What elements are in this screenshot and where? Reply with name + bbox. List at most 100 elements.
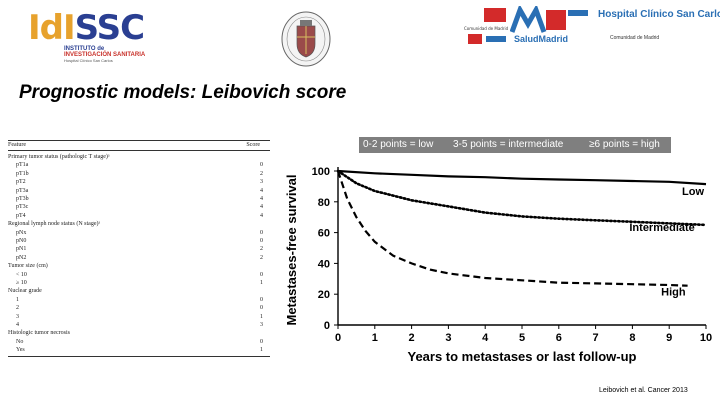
- idissc-logo: IdISSC INSTITUTO de INVESTIGACIÓN SANITA…: [8, 6, 158, 66]
- x-tick-label: 0: [335, 332, 341, 344]
- score-cell: 2: [260, 254, 263, 261]
- score-cell: 4: [260, 196, 263, 202]
- y-tick-label: 20: [318, 289, 330, 301]
- x-tick-label: 8: [629, 332, 635, 344]
- feature-cell: Tumor size (cm): [8, 263, 48, 270]
- header-feature: Feature: [8, 142, 26, 148]
- score-cell: 0: [260, 305, 263, 312]
- feature-cell: pN2: [16, 254, 27, 261]
- score-cell: 1: [260, 347, 263, 354]
- idissc-subtitle: INSTITUTO de INVESTIGACIÓN SANITARIA Hos…: [64, 46, 146, 63]
- y-tick-label: 0: [324, 320, 330, 332]
- feature-cell: Histologic tumor necrosis: [8, 330, 70, 337]
- score-cell: 0: [260, 271, 263, 278]
- table-bottom-rule: [8, 356, 270, 357]
- hospital-logo: Hospital Clínico San Carlos SaludMadrid …: [510, 6, 720, 46]
- x-tick-label: 3: [445, 332, 451, 344]
- leibovich-score-table: Feature Score Primary tumor status (path…: [6, 138, 274, 360]
- score-cell: 0: [260, 338, 263, 345]
- feature-cell: Regional lymph node status (N stage)ᵃ: [8, 221, 101, 228]
- hospital-name: Hospital Clínico San Carlos: [598, 9, 720, 20]
- feature-cell: 4: [16, 322, 19, 328]
- table-row: Tumor size (cm): [8, 263, 270, 271]
- table-row: pN1 2: [8, 246, 270, 254]
- feature-cell: Yes: [16, 347, 25, 354]
- feature-cell: No: [16, 338, 24, 345]
- table-row: No 0: [8, 339, 270, 347]
- score-cell: 1: [260, 280, 263, 286]
- x-tick-label: 2: [409, 332, 415, 344]
- feature-cell: pT3b: [16, 196, 29, 202]
- table-row: pT2 3: [8, 179, 270, 187]
- series-low-line: [337, 169, 707, 186]
- salud-madrid-label: SaludMadrid: [514, 34, 569, 44]
- x-tick-label: 9: [666, 332, 672, 344]
- score-cell: 4: [260, 204, 263, 211]
- x-tick-label: 6: [556, 332, 562, 344]
- score-cell: 0: [260, 229, 263, 236]
- svg-text:Comunidad de Madrid: Comunidad de Madrid: [464, 26, 509, 31]
- feature-cell: 3: [16, 313, 19, 320]
- comunidad-label: Comunidad de Madrid: [610, 35, 660, 41]
- table-row: pN2 2: [8, 255, 270, 263]
- table-row: Regional lymph node status (N stage)ᵃ: [8, 221, 270, 229]
- y-axis-label: Metastases-free survival: [284, 174, 299, 325]
- feature-cell: pN1: [16, 246, 27, 253]
- table-row: pT1a 0: [8, 162, 270, 170]
- y-tick-label: 60: [318, 228, 330, 240]
- risk-group-legend: 0-2 points = low 3-5 points = intermedia…: [359, 137, 671, 153]
- y-tick-label: 80: [318, 197, 330, 209]
- university-seal-icon: [281, 11, 331, 67]
- x-tick-label: 5: [519, 332, 525, 344]
- feature-cell: pNx: [16, 229, 27, 236]
- series-high-line: [336, 170, 688, 287]
- table-row: pN0 0: [8, 238, 270, 246]
- score-cell: 3: [260, 179, 263, 186]
- feature-cell: pT3a: [16, 187, 29, 194]
- x-axis-label: Years to metastases or last follow-up: [407, 349, 636, 364]
- score-cell: 4: [260, 212, 263, 219]
- series-label-low: Low: [682, 186, 704, 198]
- table-row: Primary tumor status (pathologic T stage…: [8, 154, 270, 162]
- feature-cell: pT4: [16, 212, 26, 219]
- table-row: Histologic tumor necrosis: [8, 330, 270, 338]
- feature-cell: pT1a: [16, 162, 29, 169]
- score-cell: 3: [260, 322, 263, 328]
- score-cell: 4: [260, 187, 263, 194]
- hospital-m-icon: [510, 6, 588, 33]
- legend-high: ≥6 points = high: [589, 139, 660, 150]
- table-row: pT3a 4: [8, 188, 270, 196]
- feature-cell: Nuclear grade: [8, 288, 42, 295]
- series-intermediate-line: [336, 169, 708, 227]
- x-tick-label: 10: [700, 332, 712, 344]
- x-tick-label: 1: [372, 332, 378, 344]
- table-row: pT1b 2: [8, 171, 270, 179]
- feature-cell: < 10: [16, 271, 27, 278]
- feature-cell: pT3c: [16, 204, 29, 211]
- table-row: pNx 0: [8, 230, 270, 238]
- series-label-high: High: [661, 287, 686, 299]
- table-row: < 10 0: [8, 272, 270, 280]
- score-cell: 2: [260, 246, 263, 253]
- citation: Leibovich et al. Cancer 2013: [599, 387, 688, 394]
- series-label-intermediate: Intermediate: [629, 222, 694, 234]
- table-header: Feature Score: [8, 140, 270, 151]
- score-cell: 0: [260, 296, 263, 303]
- score-cell: 0: [260, 162, 263, 169]
- y-tick-label: 40: [318, 258, 330, 270]
- idissc-wordmark: IdISSC: [28, 8, 145, 48]
- table-row: Yes 1: [8, 347, 270, 355]
- table-row: ≥ 10 1: [8, 280, 270, 288]
- table-row: Nuclear grade: [8, 288, 270, 296]
- x-tick-label: 7: [593, 332, 599, 344]
- feature-cell: ≥ 10: [16, 280, 27, 286]
- header-score: Score: [246, 142, 260, 148]
- legend-low: 0-2 points = low: [363, 139, 434, 150]
- feature-cell: pT2: [16, 179, 26, 186]
- feature-cell: 1: [16, 296, 19, 303]
